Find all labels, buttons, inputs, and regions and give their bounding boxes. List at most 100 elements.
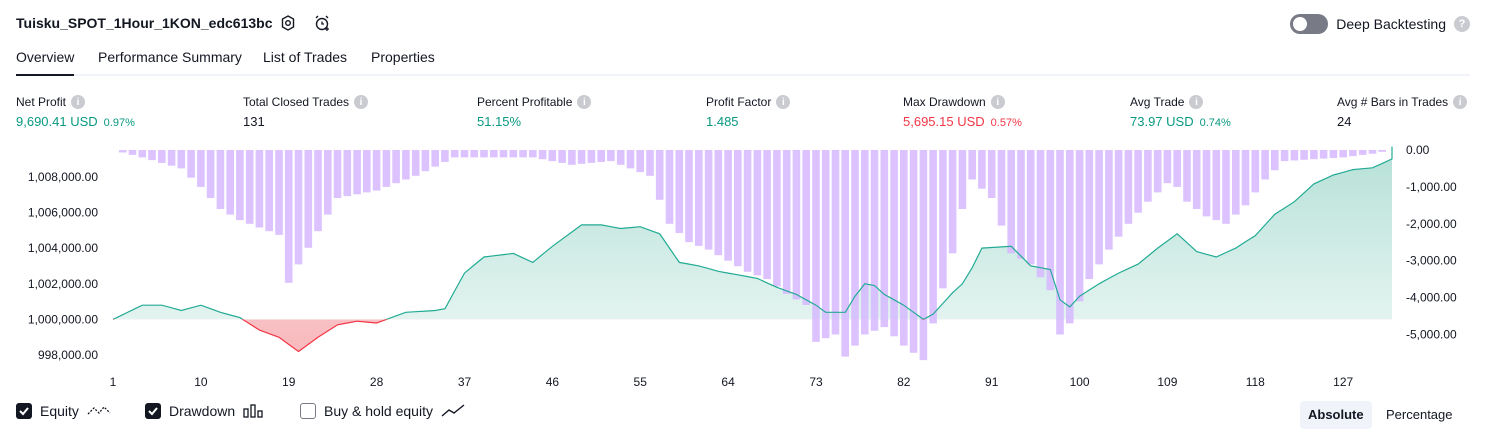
drawdown-bar: [792, 150, 801, 300]
drawdown-bar: [1251, 150, 1260, 193]
equity-drawdown-chart: 1,008,000.00 1,006,000.00 1,004,000.00 1,00…: [28, 143, 1457, 389]
drawdown-bar: [802, 150, 810, 305]
legend-drawdown[interactable]: Drawdown: [145, 403, 265, 419]
x-axis-tick-label: 1: [110, 375, 117, 389]
tab-list-of-trades[interactable]: List of Trades: [263, 49, 348, 65]
drawdown-bar: [821, 150, 830, 339]
drawdown-bar: [1017, 150, 1025, 259]
metric-total-closed-trades: Total Closed Trades i 131: [243, 94, 369, 129]
drawdown-bar: [607, 150, 615, 162]
help-icon[interactable]: ?: [1454, 16, 1470, 32]
drawdown-checkbox[interactable]: [145, 403, 161, 419]
drawdown-bar: [1105, 150, 1113, 250]
info-icon[interactable]: i: [577, 95, 592, 109]
drawdown-bar: [236, 150, 244, 221]
drawdown-bar: [1095, 150, 1103, 265]
metric-label: Avg Trade: [1130, 95, 1185, 109]
drawdown-bar: [958, 150, 967, 209]
deep-backtesting-toggle[interactable]: [1290, 14, 1329, 34]
metric-percent: 0.97%: [103, 117, 135, 129]
x-axis-tick-label: 64: [721, 375, 735, 389]
metric-value-row: 24: [1337, 114, 1467, 129]
drawdown-bar: [1202, 150, 1211, 217]
drawdown-bar: [1222, 150, 1230, 224]
buy-hold-checkbox[interactable]: [300, 403, 316, 419]
drawdown-bar: [509, 150, 518, 158]
x-axis-tick-label: 100: [1070, 375, 1090, 389]
tab-overview[interactable]: Overview: [16, 48, 75, 76]
drawdown-bar: [1075, 150, 1084, 302]
drawdown-bar: [997, 150, 1006, 226]
info-icon[interactable]: i: [354, 95, 369, 109]
drawdown-bar: [441, 150, 449, 162]
x-axis-tick-label: 82: [897, 375, 911, 389]
drawdown-bar: [294, 150, 303, 265]
info-icon[interactable]: i: [71, 95, 86, 109]
drawdown-bar: [558, 150, 566, 163]
metric-avg-bars-in-trades: Avg # Bars in Trades i 24: [1337, 94, 1468, 129]
legend-equity[interactable]: Equity: [16, 403, 111, 419]
info-icon[interactable]: i: [1189, 95, 1204, 109]
drawdown-bar: [372, 150, 381, 191]
settings-icon[interactable]: [279, 14, 297, 32]
drawdown-bar: [1192, 150, 1201, 209]
x-axis-tick-label: 28: [370, 375, 384, 389]
metric-avg-trade: Avg Trade i 73.97 USD 0.74%: [1130, 94, 1231, 129]
drawdown-bar: [226, 150, 234, 215]
x-axis-tick-label: 91: [985, 375, 999, 389]
left-axis-tick-label: 1,000,000.00: [28, 312, 98, 326]
drawdown-bar: [782, 150, 791, 294]
drawdown-bar: [909, 150, 918, 353]
drawdown-bar: [421, 150, 430, 172]
legend-equity-label: Equity: [40, 403, 79, 419]
drawdown-bar: [255, 150, 264, 228]
equity-checkbox[interactable]: [16, 403, 32, 419]
info-icon[interactable]: i: [776, 95, 791, 109]
left-axis-tick-label: 1,002,000.00: [28, 277, 98, 291]
drawdown-bar: [314, 150, 322, 232]
info-icon[interactable]: i: [990, 95, 1005, 109]
drawdown-bar: [704, 150, 713, 250]
left-axis-tick-label: 998,000.00: [38, 348, 98, 362]
drawdown-bar: [206, 150, 215, 198]
drawdown-bar: [978, 150, 986, 189]
drawdown-bar: [655, 150, 664, 200]
legend-buy-hold[interactable]: Buy & hold equity: [300, 403, 465, 419]
drawdown-bar: [304, 150, 313, 248]
drawdown-bar: [1358, 150, 1367, 155]
drawdown-bar: [353, 150, 361, 195]
drawdown-bar: [851, 150, 859, 346]
drawdown-bar: [1134, 150, 1142, 213]
absolute-button[interactable]: Absolute: [1300, 401, 1372, 429]
right-axis-tick-label: -2,000.00: [1406, 217, 1457, 231]
drawdown-bar: [1339, 150, 1347, 158]
x-axis-tick-label: 55: [634, 375, 648, 389]
deep-backtesting-control: Deep Backtesting ?: [1290, 13, 1470, 35]
metric-label: Max Drawdown: [903, 95, 986, 109]
drawdown-bar: [1290, 150, 1299, 161]
tab-performance-summary[interactable]: Performance Summary: [98, 49, 242, 65]
metric-percent: 0.74%: [1199, 117, 1231, 129]
drawdown-bar: [675, 150, 684, 233]
info-icon[interactable]: i: [1453, 95, 1468, 109]
metric-value: 51.15%: [477, 114, 522, 129]
strategy-header: Tuisku_SPOT_1Hour_1KON_edc613bc Deep Bac…: [0, 0, 1486, 48]
drawdown-bar: [987, 150, 996, 198]
drawdown-bar: [1046, 150, 1055, 291]
drawdown-bar: [1349, 150, 1357, 157]
drawdown-bar: [929, 150, 937, 324]
right-axis-tick-label: 0.00: [1406, 143, 1430, 157]
metric-label: Profit Factor: [706, 95, 772, 109]
metric-net-profit: Net Profit i 9,690.41 USD 0.97%: [16, 94, 135, 129]
metric-percent-profitable: Percent Profitable i 51.15%: [477, 94, 592, 129]
x-axis-tick-label: 37: [458, 375, 472, 389]
drawdown-bar: [1378, 150, 1386, 152]
metric-label: Total Closed Trades: [243, 95, 350, 109]
metric-value: 9,690.41 USD: [16, 114, 98, 129]
tab-properties[interactable]: Properties: [371, 49, 435, 65]
percentage-button[interactable]: Percentage: [1386, 407, 1453, 422]
right-axis-tick-label: -1,000.00: [1406, 180, 1457, 194]
x-axis-tick-label: 19: [282, 375, 296, 389]
alarm-add-icon[interactable]: [313, 14, 331, 32]
right-axis-tick-label: -4,000.00: [1406, 291, 1457, 305]
